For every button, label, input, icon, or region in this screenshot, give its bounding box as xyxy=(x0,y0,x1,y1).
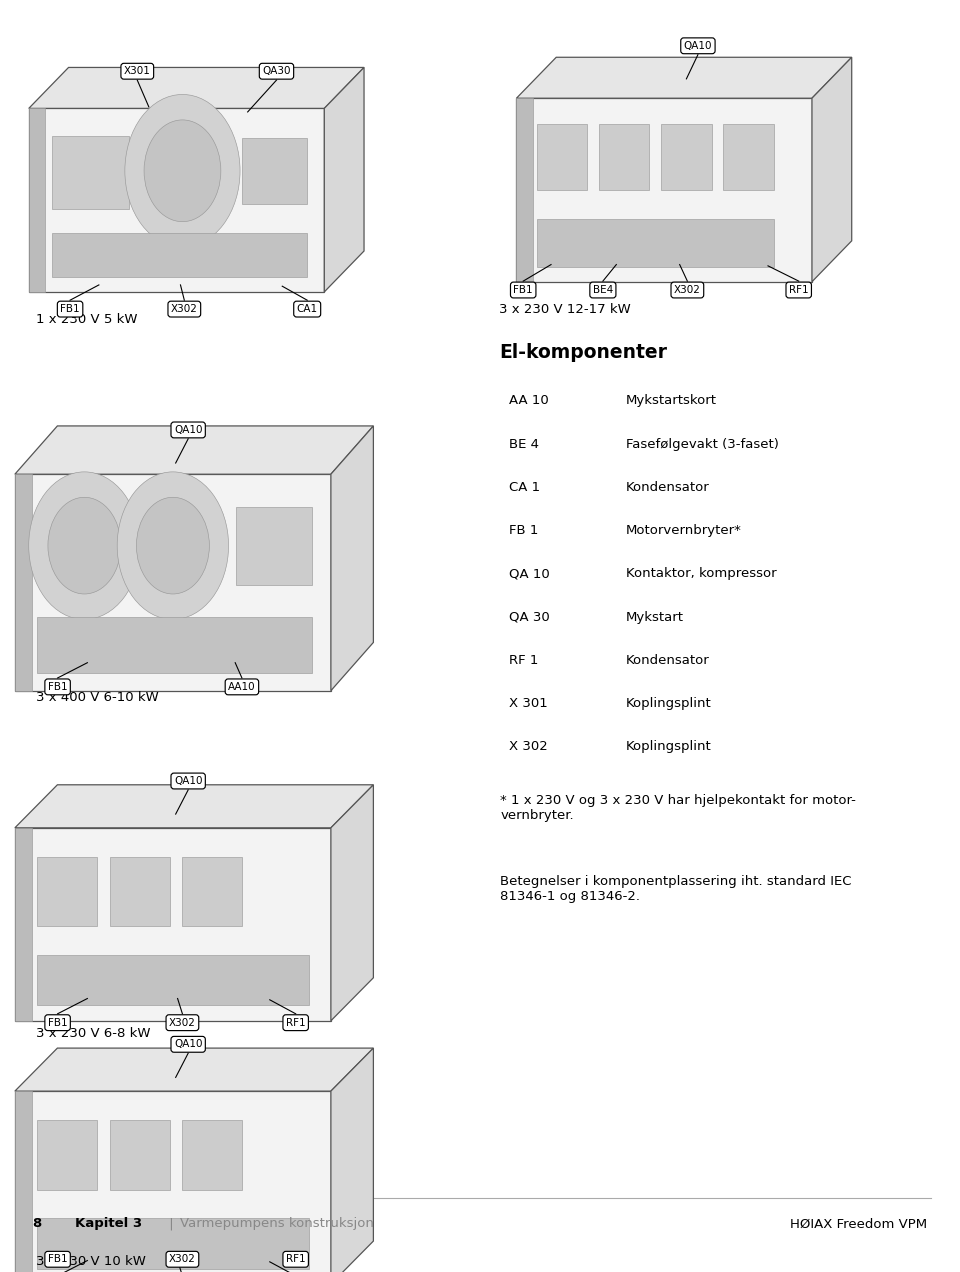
Text: QA30: QA30 xyxy=(262,66,291,76)
Polygon shape xyxy=(14,1091,331,1272)
Text: CA 1: CA 1 xyxy=(509,481,540,494)
Text: 3 x 400 V 6-10 kW: 3 x 400 V 6-10 kW xyxy=(36,691,159,703)
Text: FB1: FB1 xyxy=(60,304,80,314)
Polygon shape xyxy=(331,785,373,1020)
Polygon shape xyxy=(182,857,243,926)
Polygon shape xyxy=(14,1091,33,1272)
Text: RF 1: RF 1 xyxy=(509,654,539,667)
Text: X302: X302 xyxy=(169,1254,196,1264)
Polygon shape xyxy=(29,108,324,293)
Circle shape xyxy=(125,94,240,247)
Text: Varmepumpens konstruksjon: Varmepumpens konstruksjon xyxy=(180,1217,374,1230)
Text: BE4: BE4 xyxy=(592,285,613,295)
Text: QA10: QA10 xyxy=(174,425,203,435)
Text: RF1: RF1 xyxy=(286,1018,305,1028)
Polygon shape xyxy=(14,426,373,474)
Polygon shape xyxy=(109,1121,170,1189)
Text: 3 x 230 V 6-8 kW: 3 x 230 V 6-8 kW xyxy=(36,1027,151,1039)
Text: Mykstart: Mykstart xyxy=(626,611,684,623)
Text: Koplingsplint: Koplingsplint xyxy=(626,740,711,753)
Polygon shape xyxy=(599,123,650,190)
Polygon shape xyxy=(53,233,306,277)
Text: Mykstartskort: Mykstartskort xyxy=(626,394,717,407)
Text: AA 10: AA 10 xyxy=(509,394,548,407)
Polygon shape xyxy=(14,1048,373,1091)
Polygon shape xyxy=(538,219,774,267)
Polygon shape xyxy=(812,57,852,282)
Text: X302: X302 xyxy=(169,1018,196,1028)
Text: FB1: FB1 xyxy=(48,1254,67,1264)
Polygon shape xyxy=(242,137,306,204)
Circle shape xyxy=(29,472,140,619)
Text: QA10: QA10 xyxy=(174,1039,203,1049)
Text: RF1: RF1 xyxy=(789,285,808,295)
Polygon shape xyxy=(516,98,533,282)
Text: QA 10: QA 10 xyxy=(509,567,549,580)
Text: FB1: FB1 xyxy=(514,285,533,295)
Polygon shape xyxy=(331,426,373,691)
Text: * 1 x 230 V og 3 x 230 V har hjelpekontakt for motor-
vernbryter.: * 1 x 230 V og 3 x 230 V har hjelpekonta… xyxy=(500,794,856,822)
Polygon shape xyxy=(29,108,45,293)
Text: CA1: CA1 xyxy=(297,304,318,314)
Polygon shape xyxy=(182,1121,243,1189)
Polygon shape xyxy=(14,828,33,1020)
Circle shape xyxy=(136,497,209,594)
Text: Fasefølgevakt (3-faset): Fasefølgevakt (3-faset) xyxy=(626,438,779,450)
Text: Kondensator: Kondensator xyxy=(626,654,709,667)
Polygon shape xyxy=(538,123,588,190)
Text: FB 1: FB 1 xyxy=(509,524,539,537)
Text: RF1: RF1 xyxy=(286,1254,305,1264)
Polygon shape xyxy=(37,1121,97,1189)
Polygon shape xyxy=(516,57,852,98)
Text: X302: X302 xyxy=(171,304,198,314)
Polygon shape xyxy=(723,123,774,190)
Text: X301: X301 xyxy=(124,66,151,76)
Text: Kontaktor, kompressor: Kontaktor, kompressor xyxy=(626,567,777,580)
Text: HØIAX Freedom VPM: HØIAX Freedom VPM xyxy=(790,1217,927,1230)
Polygon shape xyxy=(53,136,130,210)
Polygon shape xyxy=(109,857,170,926)
Text: AA10: AA10 xyxy=(228,682,255,692)
Text: |: | xyxy=(165,1217,178,1230)
Text: QA10: QA10 xyxy=(174,776,203,786)
Polygon shape xyxy=(29,67,364,108)
Polygon shape xyxy=(14,474,33,691)
Text: QA10: QA10 xyxy=(684,41,712,51)
Text: X302: X302 xyxy=(674,285,701,295)
Text: 1 x 230 V 5 kW: 1 x 230 V 5 kW xyxy=(36,313,138,326)
Text: FB1: FB1 xyxy=(48,1018,67,1028)
Circle shape xyxy=(48,497,121,594)
Text: 3 x 230 V 10 kW: 3 x 230 V 10 kW xyxy=(36,1255,146,1268)
Polygon shape xyxy=(37,857,97,926)
Text: Koplingsplint: Koplingsplint xyxy=(626,697,711,710)
Text: 3 x 230 V 12-17 kW: 3 x 230 V 12-17 kW xyxy=(499,303,631,315)
Text: X 302: X 302 xyxy=(509,740,547,753)
Polygon shape xyxy=(324,67,364,293)
Polygon shape xyxy=(236,506,312,585)
Polygon shape xyxy=(37,1219,309,1268)
Text: Kapitel 3: Kapitel 3 xyxy=(75,1217,142,1230)
Text: QA 30: QA 30 xyxy=(509,611,549,623)
Text: BE 4: BE 4 xyxy=(509,438,539,450)
Polygon shape xyxy=(37,617,312,673)
Polygon shape xyxy=(14,474,331,691)
Polygon shape xyxy=(516,98,812,282)
Circle shape xyxy=(117,472,228,619)
Text: FB1: FB1 xyxy=(48,682,67,692)
Text: X 301: X 301 xyxy=(509,697,547,710)
Polygon shape xyxy=(14,785,373,828)
Polygon shape xyxy=(37,955,309,1005)
Polygon shape xyxy=(661,123,711,190)
Text: El-komponenter: El-komponenter xyxy=(499,343,667,363)
Polygon shape xyxy=(14,828,331,1020)
Text: Betegnelser i komponentplassering iht. standard IEC
81346-1 og 81346-2.: Betegnelser i komponentplassering iht. s… xyxy=(500,875,852,903)
Polygon shape xyxy=(331,1048,373,1272)
Circle shape xyxy=(144,120,221,221)
Text: Motorvernbryter*: Motorvernbryter* xyxy=(626,524,742,537)
Text: Kondensator: Kondensator xyxy=(626,481,709,494)
Text: 8: 8 xyxy=(33,1217,42,1230)
